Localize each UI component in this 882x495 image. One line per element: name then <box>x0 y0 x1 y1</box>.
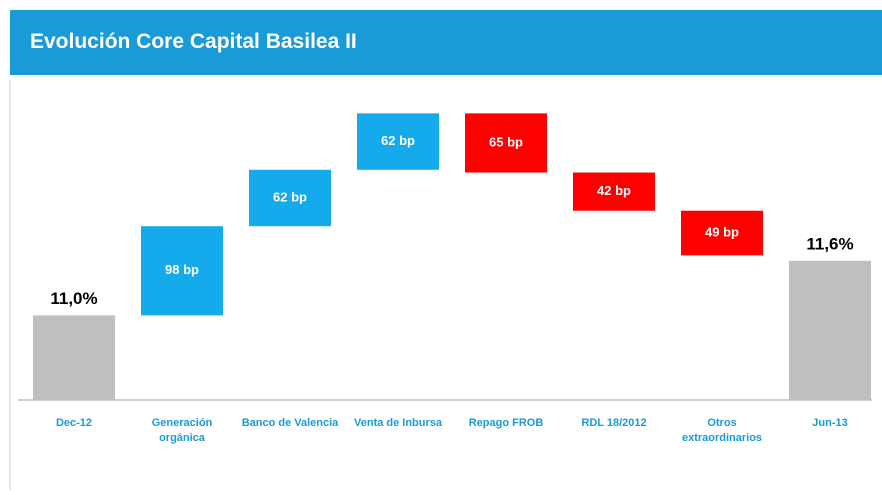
data-label: 62 bp <box>273 189 307 204</box>
delta-bar <box>357 113 439 170</box>
data-label: 62 bp <box>381 133 415 148</box>
delta-bar <box>141 226 223 316</box>
data-label: 49 bp <box>705 224 739 239</box>
delta-bar <box>681 210 763 256</box>
total-bar <box>789 260 871 400</box>
header-bar: Evolución Core Capital Basilea II <box>10 10 882 75</box>
data-label: 42 bp <box>597 183 631 198</box>
x-tick-label: Dec-12 <box>55 417 93 429</box>
x-tick-label: Jun-13 <box>812 417 848 429</box>
x-tick-label: Banco de Valencia <box>241 417 339 429</box>
chart-title: Evolución Core Capital Basilea II <box>30 30 357 53</box>
data-label: 11,6% <box>806 234 853 253</box>
x-tick-label: Otros extraordinarios <box>681 417 763 444</box>
x-tick-label: Generación orgánica <box>151 417 213 444</box>
delta-bar <box>573 172 655 211</box>
total-bar <box>33 315 115 400</box>
delta-bar <box>465 113 547 173</box>
x-tick-label: RDL 18/2012 <box>581 417 647 429</box>
data-label: 11,0% <box>50 289 97 308</box>
data-label: 65 bp <box>489 134 523 149</box>
delta-bar <box>249 169 331 227</box>
x-tick-label: Venta de Inbursa <box>353 417 443 429</box>
x-tick-label: Repago FROB <box>468 417 544 429</box>
data-label: 98 bp <box>165 262 199 277</box>
